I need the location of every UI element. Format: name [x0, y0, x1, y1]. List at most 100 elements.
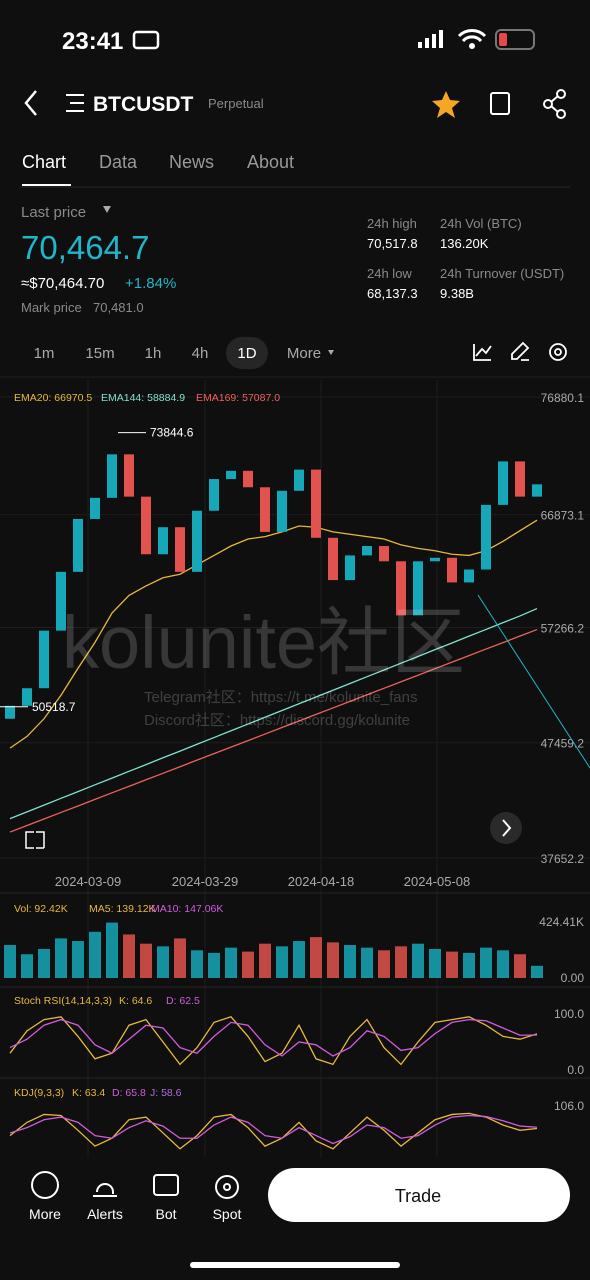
volume-bar [38, 948, 50, 978]
notes-icon[interactable] [490, 92, 510, 115]
fullscreen-icon[interactable] [25, 831, 45, 849]
mark-price: 70,481.0 [93, 300, 144, 315]
tab[interactable]: News [169, 152, 214, 172]
volume-bar [293, 941, 305, 978]
indicator-line [9, 1016, 538, 1066]
candle [328, 537, 338, 581]
watermark: kolunite社区 [62, 601, 465, 684]
x-tick-label: 2024-03-29 [172, 874, 239, 889]
nav-label[interactable]: Spot [213, 1206, 242, 1222]
y-tick-label: 0.0 [567, 1063, 584, 1077]
candle [396, 561, 406, 616]
candle [277, 490, 287, 532]
share-icon[interactable] [543, 89, 566, 119]
candle [22, 688, 32, 706]
tab[interactable]: Data [99, 152, 138, 172]
annotation: 50518.7 [32, 700, 76, 714]
volume-bar [174, 938, 186, 978]
price-change: +1.84% [125, 275, 176, 292]
last-price-label: Last price [21, 204, 86, 221]
candle [498, 461, 508, 505]
y-tick-label: 47459.2 [541, 737, 585, 751]
y-tick-label: 37652.2 [541, 852, 585, 866]
stat-label: 24h Vol (BTC) [440, 216, 522, 231]
favorite-star[interactable] [432, 91, 460, 118]
candle [430, 557, 440, 562]
active-interval [226, 337, 268, 369]
ema-line [9, 519, 538, 749]
ema-line [9, 628, 538, 833]
more-caret[interactable] [328, 350, 334, 355]
nav-label[interactable]: More [29, 1206, 61, 1222]
candle [447, 557, 457, 583]
battery-level [499, 33, 507, 46]
settings-icon[interactable] [549, 343, 567, 361]
candle [362, 546, 372, 556]
candle [481, 504, 491, 570]
candle [413, 561, 423, 616]
tab[interactable]: Chart [22, 152, 66, 172]
dropdown-caret[interactable] [103, 206, 111, 213]
stat-label: 24h Turnover (USDT) [440, 266, 564, 281]
status-bar: 23:41 [62, 28, 535, 55]
volume-bar [89, 931, 101, 978]
scroll-arrow[interactable] [502, 819, 512, 837]
nav-label[interactable]: Bot [155, 1206, 176, 1222]
interval[interactable]: 1m [34, 345, 55, 362]
trade-button[interactable] [268, 1168, 570, 1222]
symbol[interactable]: BTCUSDT [93, 93, 193, 116]
candle [73, 518, 83, 572]
wifi-icon [457, 29, 487, 43]
ema-line [9, 607, 538, 820]
volume-bar [378, 950, 390, 978]
volume-bar [4, 945, 16, 978]
interval[interactable]: 15m [85, 345, 114, 362]
draw-icon[interactable] [511, 341, 530, 361]
legend-item: D: 62.5 [166, 995, 200, 1007]
volume-bar [259, 943, 271, 978]
wifi-dot [469, 43, 475, 49]
candle [39, 630, 49, 689]
back-button[interactable] [24, 90, 37, 116]
tab[interactable]: About [247, 152, 294, 172]
volume-bar [55, 938, 67, 978]
scroll-button[interactable] [490, 812, 522, 844]
volume-bar [123, 934, 135, 978]
y-tick-label: 57266.2 [541, 621, 585, 635]
candle [90, 497, 100, 519]
stat-value: 70,517.8 [367, 236, 418, 251]
volume-bar [497, 950, 509, 978]
volume-bar [361, 947, 373, 978]
interval[interactable]: More [287, 345, 321, 362]
candle [379, 546, 389, 562]
interval[interactable]: 1D [237, 345, 256, 362]
trade-button-label[interactable]: Trade [395, 1186, 441, 1206]
indicator-icon[interactable] [473, 344, 492, 361]
interval[interactable]: 1h [145, 345, 162, 362]
last-price: 70,464.7 [21, 229, 149, 266]
mark-price-label: Mark price [21, 300, 82, 315]
indicator-line [9, 1114, 538, 1145]
x-tick-label: 2024-03-09 [55, 874, 122, 889]
usd-price: ≈$70,464.70 [21, 275, 104, 292]
y-tick-label: 106.0 [554, 1099, 584, 1113]
volume-bar [429, 948, 441, 978]
annotation: 73844.6 [150, 426, 194, 440]
price-chart: 76880.1 66873.1 57266.2 47459.2 37652.2 EMA20… [0, 391, 590, 866]
nav-icons [31, 1171, 239, 1199]
nav-label[interactable]: Alerts [87, 1206, 123, 1222]
interval[interactable]: 4h [192, 345, 209, 362]
sleep-icon [132, 30, 160, 50]
stats: 24h high 70,517.8 24h Vol (BTC) 136.20K 24h … [367, 216, 564, 301]
candle [209, 479, 219, 511]
settings-icon-center[interactable] [554, 348, 562, 356]
stat-value: 68,137.3 [367, 286, 418, 301]
menu-icon[interactable] [66, 94, 84, 112]
date-axis: 2024-03-09 2024-03-29 2024-04-18 2024-05-08 [55, 874, 471, 889]
volume-bar [514, 954, 526, 978]
candle [515, 461, 525, 497]
candle [124, 454, 134, 497]
candle [294, 469, 304, 491]
